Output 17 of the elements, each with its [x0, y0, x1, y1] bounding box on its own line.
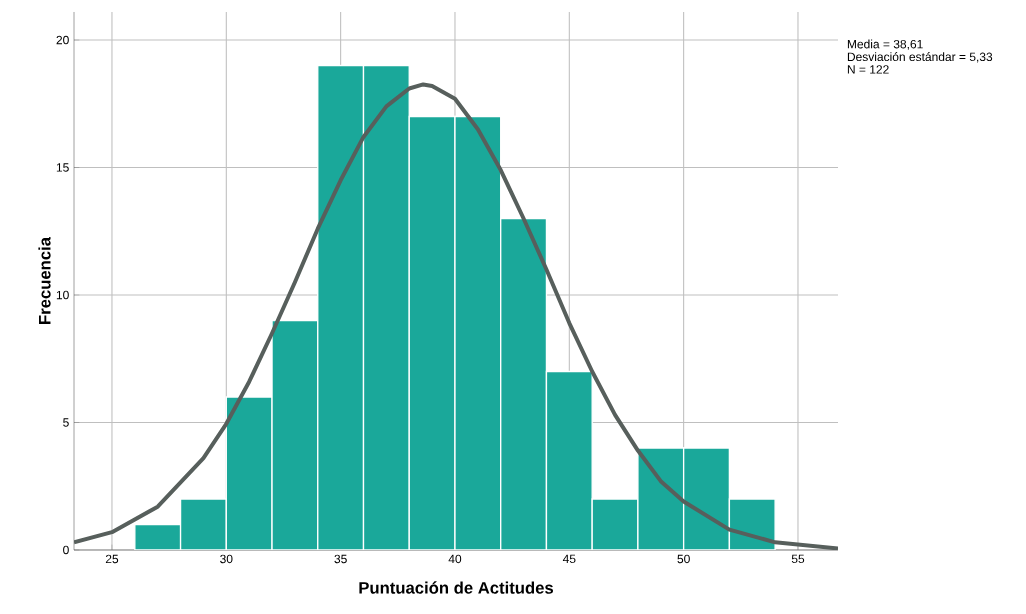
y-tick-label: 20	[56, 35, 69, 45]
y-tick-label: 10	[56, 290, 69, 300]
text: Desviación estándar = 5,33	[847, 52, 993, 63]
y-tick-label: 5	[63, 418, 69, 427]
x-tick-label: 35	[334, 554, 347, 564]
x-tick-label: 40	[448, 554, 462, 564]
x-tick-label: 25	[105, 554, 119, 564]
y-axis-title: Frecuencia	[38, 236, 51, 324]
x-axis-title: Puntuación de Actitudes	[359, 581, 554, 594]
x-tick-label: 30	[220, 554, 233, 564]
text: Media = 38,61	[847, 39, 923, 50]
x-tick-label: 45	[562, 554, 576, 564]
x-tick-label: 55	[791, 554, 805, 564]
text: N = 122	[847, 65, 889, 74]
y-tick-label: 0	[63, 545, 69, 555]
y-tick-label: 15	[56, 163, 69, 172]
x-tick-label: 50	[677, 554, 690, 564]
